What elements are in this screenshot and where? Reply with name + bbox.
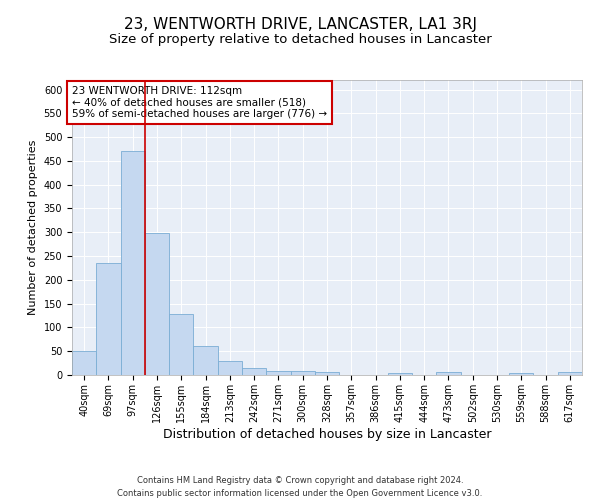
Bar	[558, 372, 582, 375]
Text: 23 WENTWORTH DRIVE: 112sqm
← 40% of detached houses are smaller (518)
59% of sem: 23 WENTWORTH DRIVE: 112sqm ← 40% of deta…	[72, 86, 327, 119]
Text: Contains HM Land Registry data © Crown copyright and database right 2024.
Contai: Contains HM Land Registry data © Crown c…	[118, 476, 482, 498]
Bar	[72, 351, 96, 375]
Y-axis label: Number of detached properties: Number of detached properties	[28, 140, 38, 315]
Bar	[218, 360, 242, 375]
Bar	[509, 372, 533, 375]
X-axis label: Distribution of detached houses by size in Lancaster: Distribution of detached houses by size …	[163, 428, 491, 440]
Bar	[121, 152, 145, 375]
Bar	[315, 372, 339, 375]
Text: Size of property relative to detached houses in Lancaster: Size of property relative to detached ho…	[109, 32, 491, 46]
Bar	[242, 368, 266, 375]
Bar	[290, 370, 315, 375]
Bar	[266, 371, 290, 375]
Bar	[193, 346, 218, 375]
Bar	[96, 263, 121, 375]
Bar	[436, 372, 461, 375]
Bar	[169, 314, 193, 375]
Bar	[388, 372, 412, 375]
Text: 23, WENTWORTH DRIVE, LANCASTER, LA1 3RJ: 23, WENTWORTH DRIVE, LANCASTER, LA1 3RJ	[124, 18, 476, 32]
Bar	[145, 233, 169, 375]
